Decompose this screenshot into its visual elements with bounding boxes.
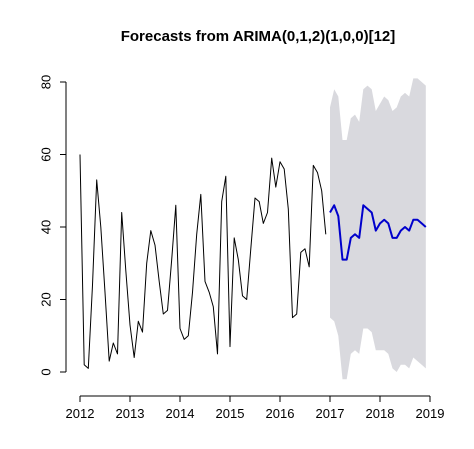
y-tick-label: 20 — [39, 292, 54, 306]
series-layer — [79, 154, 427, 369]
y-tick-label: 80 — [39, 75, 54, 89]
y-tick-label: 0 — [39, 368, 54, 375]
x-tick-label: 2012 — [66, 406, 95, 421]
x-tick-label: 2015 — [216, 406, 245, 421]
x-tick-label: 2014 — [166, 406, 195, 421]
x-tick-label: 2013 — [116, 406, 145, 421]
y-tick-label: 60 — [39, 147, 54, 161]
forecast-line — [329, 204, 427, 261]
x-tick-label: 2018 — [366, 406, 395, 421]
y-tick-label: 40 — [39, 220, 54, 234]
chart-title: Forecasts from ARIMA(0,1,2)(1,0,0)[12] — [121, 28, 396, 45]
x-tick-label: 2019 — [416, 406, 445, 421]
x-tick-label: 2016 — [266, 406, 295, 421]
axes-layer: 2012 2013 2014 2015 2016 2017 2018 2019 0 20 40 60 8… — [39, 75, 445, 421]
x-tick-label: 2017 — [316, 406, 345, 421]
observed-line — [79, 154, 327, 369]
